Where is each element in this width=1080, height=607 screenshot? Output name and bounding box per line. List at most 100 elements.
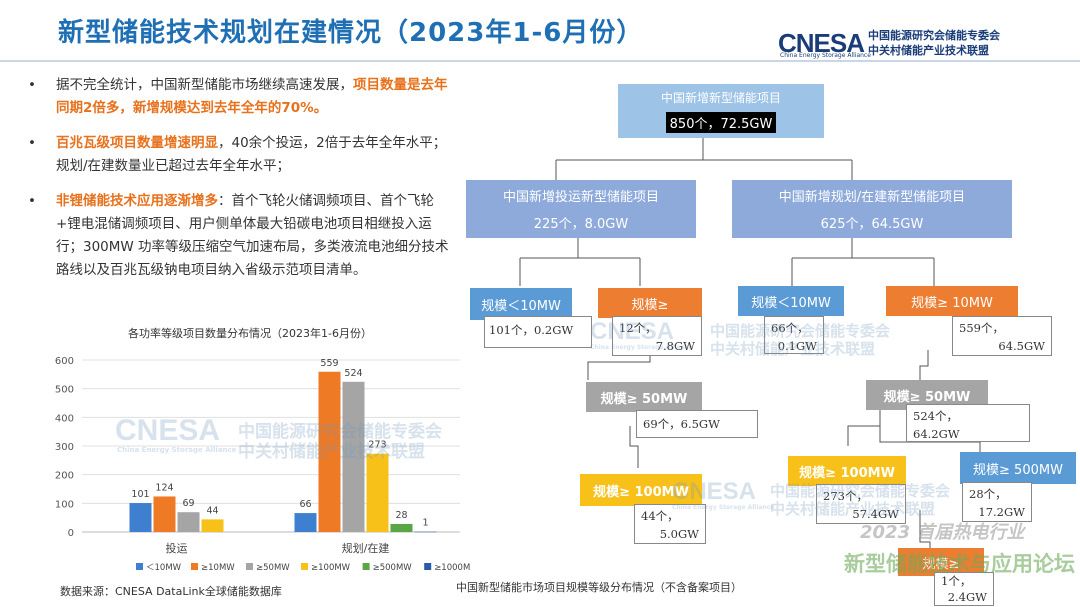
bullet-3: • 非锂储能技术应用逐渐增多：首个飞轮火储调频项目、首个飞轮+锂电混储调频项目、… bbox=[28, 190, 458, 282]
tree-connectors bbox=[519, 138, 981, 560]
bar bbox=[201, 519, 224, 532]
node-pl-ge50-value: 524个， 64.2GW bbox=[906, 404, 1030, 442]
x-tick-label: 投运 bbox=[166, 541, 188, 555]
data-label: 559 bbox=[320, 358, 338, 369]
data-source: 数据来源：CNESA DataLink全球储能数据库 bbox=[60, 585, 282, 598]
bullet-1: • 据不完全统计，中国新型储能市场继续高速发展，项目数量是去年同期2倍多，新增规… bbox=[28, 74, 458, 120]
node-op-lt10: 规模＜10MW bbox=[470, 288, 572, 320]
value-line: 64.5GW bbox=[998, 339, 1045, 353]
node-op-ge50: 规模≥ 50MW bbox=[586, 382, 702, 412]
value-line: 5.0GW bbox=[659, 527, 699, 541]
bullet-highlight: 项目数量是去年同期2倍多，新增规模达到去年全年的70%。 bbox=[56, 77, 448, 116]
value-line: 17.2GW bbox=[978, 505, 1025, 519]
y-tick-label: 600 bbox=[55, 356, 74, 367]
x-tick-label: 规划/在建 bbox=[342, 541, 390, 555]
node-pl-ge10-value: 559个， 64.5GW bbox=[952, 316, 1052, 356]
bullet-dot: • bbox=[28, 135, 36, 151]
node-pl-lt10-value: 66个， 0.1GW bbox=[764, 316, 824, 354]
node-planned: 中国新增规划/在建新型储能项目 625个，64.5GW bbox=[732, 180, 1012, 238]
legend-swatch bbox=[246, 563, 253, 570]
bar bbox=[294, 513, 317, 532]
data-label: 124 bbox=[155, 482, 173, 493]
y-tick-label: 200 bbox=[55, 471, 74, 482]
node-pl-lt10: 规模＜10MW bbox=[738, 286, 844, 316]
bar bbox=[414, 531, 437, 533]
legend-swatch bbox=[191, 563, 198, 570]
value-line: 1个， bbox=[941, 574, 972, 588]
value-line: 64.2GW bbox=[913, 427, 960, 441]
value-line: 559个， bbox=[959, 321, 1004, 335]
y-tick-label: 400 bbox=[55, 413, 74, 424]
node-op-lt10-value: 101个，0.2GW bbox=[484, 316, 592, 348]
data-label: 69 bbox=[182, 498, 194, 509]
bullet-text: ，40余个投运，2倍于去年全年水平；规划/在建数量业已超过去年全年水平； bbox=[56, 135, 447, 174]
logo-sub: China Energy Storage Alliance bbox=[780, 52, 871, 59]
bullet-highlight: 非锂储能技术应用逐渐增多 bbox=[56, 193, 218, 209]
node-op-ge50-value: 69个，6.5GW bbox=[636, 410, 758, 438]
bar bbox=[153, 496, 176, 532]
legend-label: ≥500MW bbox=[373, 563, 413, 573]
node-plan-label: 中国新增规划/在建新型储能项目 bbox=[778, 190, 966, 205]
data-label: 273 bbox=[368, 440, 386, 451]
title-divider bbox=[0, 60, 1080, 62]
y-tick-label: 500 bbox=[55, 385, 74, 396]
bullet-list: • 据不完全统计，中国新型储能市场继续高速发展，项目数量是去年同期2倍多，新增规… bbox=[28, 74, 458, 294]
bar bbox=[390, 523, 413, 532]
bullet-2: • 百兆瓦级项目数量增速明显，40余个投运，2倍于去年全年水平；规划/在建数量业… bbox=[28, 132, 458, 178]
value-line: 12个， bbox=[619, 321, 657, 335]
cnesa-logo: CNESA China Energy Storage Alliance 中国能源… bbox=[778, 28, 1078, 60]
data-label: 28 bbox=[395, 510, 407, 521]
legend-label: ＜10MW bbox=[146, 563, 182, 573]
data-label: 1 bbox=[422, 518, 428, 529]
bar bbox=[129, 503, 152, 532]
node-pl-ge500-value: 28个， 17.2GW bbox=[962, 482, 1032, 522]
value-line: 2.4GW bbox=[947, 590, 987, 604]
y-tick-label: 100 bbox=[55, 499, 74, 510]
bullet-text: 据不完全统计，中国新型储能市场继续高速发展， bbox=[56, 77, 353, 93]
legend-label: ≥1000MW bbox=[434, 563, 470, 573]
bullet-dot: • bbox=[28, 77, 36, 93]
legend-label: ≥50MW bbox=[256, 563, 290, 573]
node-op-ge10: 规模≥ bbox=[598, 288, 702, 318]
legend-swatch bbox=[424, 563, 432, 570]
data-label: 101 bbox=[131, 489, 149, 500]
node-op-value: 225个，8.0GW bbox=[533, 217, 629, 232]
legend-swatch bbox=[362, 563, 370, 570]
value-line: 273个， bbox=[823, 489, 868, 503]
value-line: 57.4GW bbox=[852, 507, 899, 521]
bullet-dot: • bbox=[28, 193, 36, 209]
bullet-text: ：首个飞轮火储调频项目、首个飞轮+锂电混储调频项目、用户侧单体最大铅碳电池项目相… bbox=[56, 193, 449, 278]
node-op-label: 中国新增投运新型储能项目 bbox=[502, 190, 659, 205]
bar-chart: 0 100 200 300 400 500 600 101 124 69 44 投运 66 559 524 2… bbox=[55, 356, 470, 573]
node-pl-ge100: 规模≥ 100MW bbox=[788, 456, 906, 486]
bullet-highlight: 百兆瓦级项目数量增速明显 bbox=[56, 135, 218, 151]
node-op-ge10-value: 12个， 7.8GW bbox=[612, 316, 702, 356]
node-pl-ge500: 规模≥ 500MW bbox=[960, 452, 1076, 484]
node-pl-ge1000-value: 1个， 2.4GW bbox=[934, 572, 994, 606]
logo-text: CNESA bbox=[778, 28, 865, 58]
legend-swatch bbox=[301, 563, 308, 570]
logo-cn-1: 中国能源研究会储能专委会 bbox=[868, 29, 1000, 42]
value-line: 66个， bbox=[771, 321, 809, 335]
node-pl-ge10: 规模≥ 10MW bbox=[886, 286, 1018, 316]
node-root: 中国新增新型储能项目 850个，72.5GW bbox=[618, 84, 824, 138]
value-line: 524个， bbox=[913, 409, 958, 423]
node-pl-ge1000: 规模≥ bbox=[898, 548, 984, 576]
legend-swatch bbox=[136, 563, 143, 570]
node-root-value: 850个，72.5GW bbox=[665, 112, 777, 133]
page-title: 新型储能技术规划在建情况（2023年1-6月份） bbox=[58, 18, 644, 48]
tree-caption: 中国新型储能市场项目规模等级分布情况（不含备案项目） bbox=[456, 581, 742, 594]
value-line: 7.8GW bbox=[655, 339, 695, 353]
bar bbox=[366, 453, 389, 532]
logo-cn-2: 中关村储能产业技术联盟 bbox=[868, 44, 989, 57]
value-line: 44个， bbox=[641, 509, 679, 523]
data-label: 66 bbox=[299, 499, 311, 510]
node-op-ge100: 规模≥ 100MW bbox=[580, 474, 702, 506]
chart-title: 各功率等级项目数量分布情况（2023年1-6月份） bbox=[128, 327, 372, 340]
node-pl-ge100-value: 273个， 57.4GW bbox=[816, 484, 906, 524]
legend-label: ≥10MW bbox=[201, 563, 235, 573]
node-operational: 中国新增投运新型储能项目 225个，8.0GW bbox=[466, 180, 696, 238]
bar bbox=[342, 381, 365, 532]
value-line: 28个， bbox=[969, 487, 1007, 501]
y-tick-label: 0 bbox=[68, 528, 74, 539]
